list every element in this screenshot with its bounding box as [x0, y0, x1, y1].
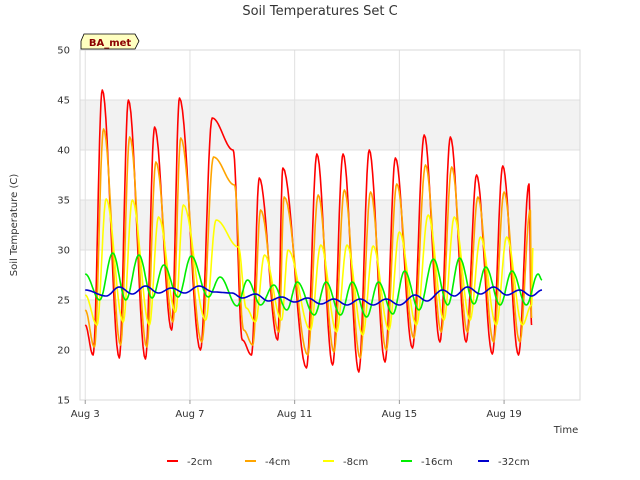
legend: -2cm -4cm -8cm -16cm -32cm [167, 457, 530, 468]
legend-label: -2cm [187, 457, 212, 468]
legend-label: -16cm [421, 457, 453, 468]
chart-title: Soil Temperatures Set C [242, 4, 397, 19]
legend-label: -8cm [343, 457, 368, 468]
series-line-32cmcm [85, 285, 543, 306]
series-line-8cmcm [84, 198, 534, 336]
y-tick-label: 35 [57, 196, 70, 207]
x-tick-label: Aug 7 [175, 409, 204, 420]
y-tick-label: 15 [57, 396, 70, 407]
y-tick-label: 40 [57, 146, 70, 157]
series-line-16cmcm [84, 252, 543, 318]
y-tick-label: 50 [57, 46, 70, 57]
y-tick-label: 20 [57, 346, 70, 357]
x-axis-ticks: Aug 3 Aug 7 Aug 11 Aug 15 Aug 19 [71, 400, 522, 420]
station-badge-label: BA_met [89, 38, 132, 49]
station-badge: BA_met [80, 33, 140, 50]
legend-label: -32cm [498, 457, 530, 468]
series-lines [84, 89, 543, 373]
x-axis-label: Time [553, 425, 578, 436]
plot-frame [79, 49, 581, 401]
y-tick-label: 45 [57, 96, 70, 107]
station-badge-box [80, 33, 140, 50]
background-band [80, 100, 580, 150]
y-tick-label: 30 [57, 246, 70, 257]
x-tick-label: Aug 11 [277, 409, 312, 420]
y-tick-label: 25 [57, 296, 70, 307]
x-tick-label: Aug 19 [486, 409, 521, 420]
y-axis-label: Soil Temperature (C) [9, 174, 20, 277]
x-tick-label: Aug 15 [382, 409, 417, 420]
x-tick-label: Aug 3 [71, 409, 100, 420]
y-axis-ticks: 15 20 25 30 35 40 45 50 [57, 46, 70, 407]
series-line-4cmcm [84, 128, 533, 359]
legend-label: -4cm [265, 457, 290, 468]
